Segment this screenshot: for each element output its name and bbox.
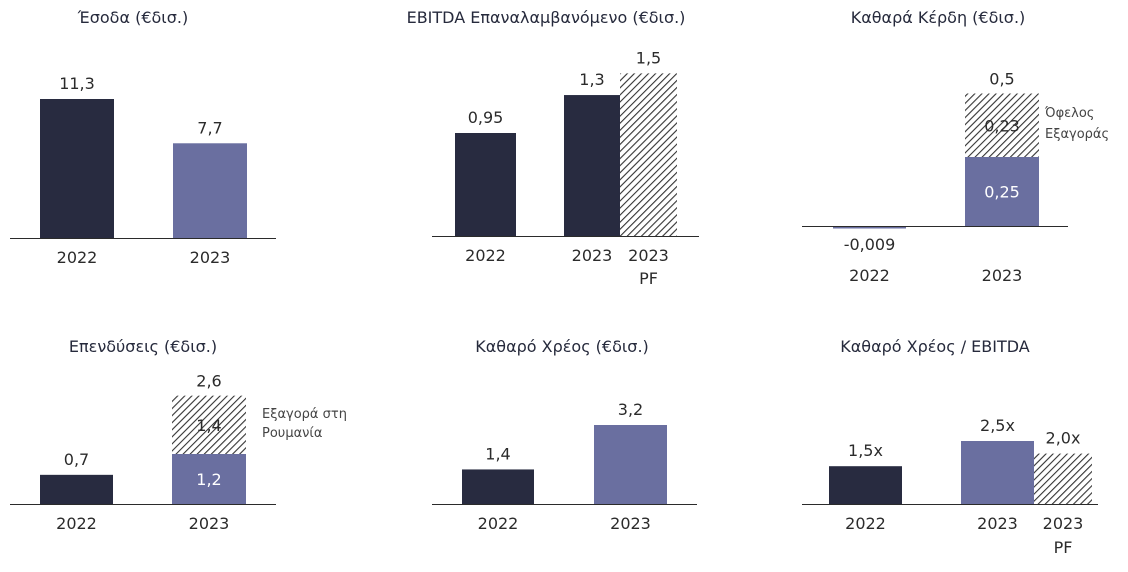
bar [564,95,620,236]
category-label: 2023 PF [628,246,669,288]
data-label: 1,3 [579,70,604,89]
data-label: 2,5x [980,416,1015,435]
bar [594,425,667,504]
bar [1034,453,1092,504]
category-label: 2022 [845,514,886,533]
data-label: 11,3 [59,74,95,93]
data-label: 2,0x [1046,429,1081,448]
annotation-text: Ρουμανία [262,426,322,441]
bar [961,441,1034,504]
bar [829,466,902,504]
category-label: 2023 [982,266,1023,285]
bar [833,226,906,229]
annotation-text: Εξαγοράς [1045,127,1109,142]
chart-title: Καθαρό Χρέος (€δισ.) [475,337,649,356]
total-label: 2,6 [196,372,221,391]
segment-label: 1,4 [196,416,221,435]
data-label: 0,95 [468,108,504,127]
category-label: 2023 [190,248,231,267]
category-label: 2022 [849,266,890,285]
category-label: 2022 [57,248,98,267]
category-label: 2023 [610,514,651,533]
total-label: 0,5 [989,70,1014,89]
bar [40,474,113,504]
data-label: 1,4 [485,444,510,463]
chart-title: Επενδύσεις (€δισ.) [69,337,217,356]
bar-segment [172,395,246,454]
category-label: 2022 [478,514,519,533]
bar-segment [172,454,246,504]
data-label: 3,2 [618,400,643,419]
data-label: -0,009 [844,235,896,254]
category-label: 2022 [56,514,97,533]
bar-segment [965,157,1039,226]
data-label: 1,5x [848,441,883,460]
bar [173,143,247,238]
annotation-text: Εξαγορά στη [262,407,347,422]
chart-title: Καθαρό Χρέος / EBITDA [840,337,1030,356]
data-label: 7,7 [197,118,222,137]
category-label: 2023 PF [1043,514,1084,557]
category-label: 2023 [572,246,613,265]
category-label: 2023 [189,514,230,533]
chart-title: Έσοδα (€δισ.) [77,8,188,27]
bar [455,133,516,236]
bar [620,73,677,236]
annotation-text: Όφελος [1044,106,1094,121]
bar [462,469,534,504]
bar [40,99,114,238]
data-label: 1,5 [636,48,661,67]
chart-title: Καθαρά Κέρδη (€δισ.) [851,8,1026,27]
category-label: 2022 [465,246,506,265]
segment-label: 0,25 [984,183,1020,202]
data-label: 0,7 [64,450,89,469]
bar-segment [965,93,1039,157]
segment-label: 0,23 [984,116,1020,135]
category-label: 2023 [977,514,1018,533]
chart-title: EBITDA Επαναλαμβανόμενο (€δισ.) [407,8,686,27]
segment-label: 1,2 [196,470,221,489]
